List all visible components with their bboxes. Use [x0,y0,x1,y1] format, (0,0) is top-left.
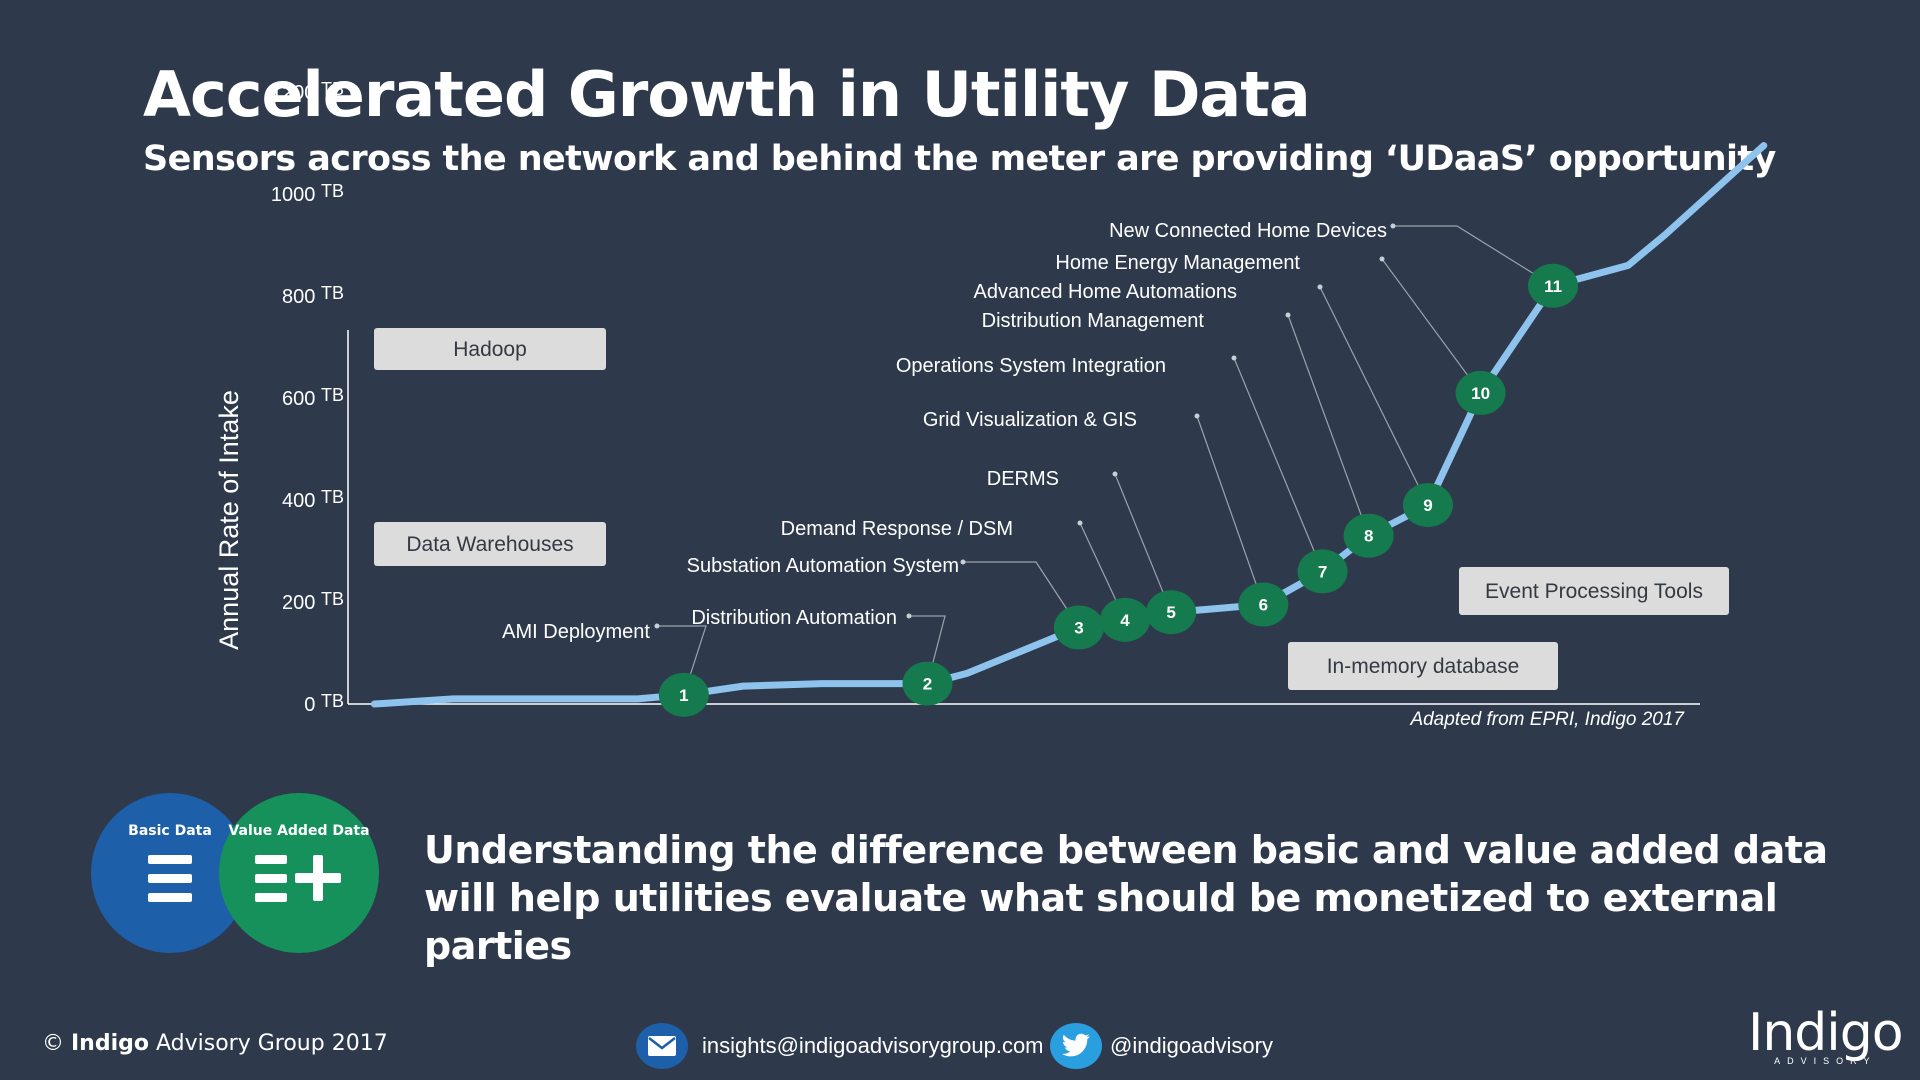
copyright-text: Advisory Group 2017 [156,1031,388,1056]
milestone-marker [1402,483,1453,528]
milestone-number: 11 [1544,277,1562,296]
leader-dot [1390,223,1396,229]
leader-dot [1194,413,1200,419]
y-tick-label: 200 TB [282,589,344,614]
milestone-number: 2 [923,675,932,694]
technology-box [1288,642,1558,690]
milestone-number: 8 [1364,527,1373,546]
milestone-number: 6 [1259,596,1268,615]
milestone-marker [1053,605,1104,650]
milestone-label: Distribution Automation [691,607,897,629]
page-title: Accelerated Growth in Utility Data [143,58,1311,131]
indigo-logo: Indigo ADVISORY [1748,1003,1904,1066]
milestone-label: Substation Automation System [687,555,959,577]
milestone-marker [1455,370,1506,415]
milestone-number: 4 [1120,611,1130,630]
technology-box-label: Data Warehouses [406,533,573,556]
technology-box-label: In-memory database [1327,655,1520,678]
milestone-marker [1146,590,1197,635]
basic-data-circle: Basic Data [91,793,249,953]
leader-line [1114,473,1172,613]
leader-line [657,625,707,696]
y-axis-label: Annual Rate of Intake [214,390,244,650]
milestone-marker [902,661,953,706]
milestone-label: Advanced Home Automations [974,281,1238,303]
leader-line [1287,314,1370,536]
mail-icon [636,1023,688,1069]
leader-dot [654,623,660,629]
basic-data-label: Basic Data [128,823,212,839]
milestone-marker [1100,597,1151,642]
milestone-number: 1 [679,686,688,705]
technology-box-label: Event Processing Tools [1485,580,1703,603]
leader-line [1319,286,1429,506]
milestone-label: Operations System Integration [896,355,1166,377]
email-contact[interactable]: insights@indigoadvisorygroup.com [636,1023,1044,1069]
email-address[interactable]: insights@indigoadvisorygroup.com [702,1033,1044,1058]
technology-box [374,328,606,370]
milestone-marker [1528,263,1579,308]
source-note: Adapted from EPRI, Indigo 2017 [1409,709,1685,730]
copyright: © Indigo Advisory Group 2017 [42,1031,388,1056]
y-tick-label: 1200 TB [271,79,344,104]
milestone-label: New Connected Home Devices [1109,220,1387,242]
milestone-number: 10 [1471,384,1490,403]
leader-line [909,615,946,684]
milestone-label: DERMS [987,468,1059,490]
leader-dot [1231,355,1237,361]
copyright-brand: Indigo [71,1031,149,1056]
y-tick-label: 800 TB [282,283,344,308]
milestone-label: AMI Deployment [502,621,650,643]
value-added-data-circle: Value Added Data [219,793,379,953]
milestone-number: 9 [1423,496,1432,515]
growth-chart: 0 TB 200 TB 400 TB 600 TB 800 TB 1000 TB 1200 … [214,79,1768,730]
milestone-label: Demand Response / DSM [781,518,1013,540]
leader-line [1381,258,1482,394]
value-added-data-label: Value Added Data [228,823,370,839]
leader-dot [906,613,912,619]
leader-dot [1112,471,1118,477]
milestone-marker [1343,513,1394,558]
y-tick-label: 600 TB [282,385,344,410]
copyright-symbol: © [42,1031,64,1056]
milestone-marker [1297,549,1348,594]
milestone-label: Distribution Management [982,310,1205,332]
logo-word: Indigo [1748,1003,1904,1063]
leader-dot [1285,312,1291,318]
milestone-number: 7 [1318,562,1327,581]
twitter-contact[interactable]: @indigoadvisory [1050,1023,1273,1069]
milestone-marker [658,672,709,717]
page-subtitle: Sensors across the network and behind th… [143,139,1776,179]
leader-dot [960,559,966,565]
technology-box-label: Hadoop [453,338,527,361]
key-message: Understanding the difference between bas… [424,828,1828,968]
three-lines-icon [148,855,192,902]
leader-line [1233,357,1324,572]
y-tick-label: 0 TB [304,691,344,716]
milestone-number: 5 [1166,603,1175,622]
technology-box [1459,567,1729,615]
lines-plus-icon [255,855,341,902]
twitter-bird-icon [1050,1023,1102,1069]
leader-line [963,561,1080,628]
leader-line [1196,415,1264,605]
milestone-label: Grid Visualization & GIS [923,409,1137,431]
twitter-handle[interactable]: @indigoadvisory [1110,1033,1273,1058]
logo-subtitle: ADVISORY [1774,1056,1877,1066]
leader-line [1393,225,1554,287]
milestone-marker [1238,582,1289,627]
y-tick-label: 1000 TB [271,181,344,206]
milestone-number: 3 [1074,619,1083,638]
milestone-label: Home Energy Management [1055,252,1300,274]
leader-dot [1077,520,1083,526]
y-tick-label: 400 TB [282,487,344,512]
leader-dot [1317,284,1323,290]
leader-dot [1379,256,1385,262]
technology-box [374,522,606,566]
